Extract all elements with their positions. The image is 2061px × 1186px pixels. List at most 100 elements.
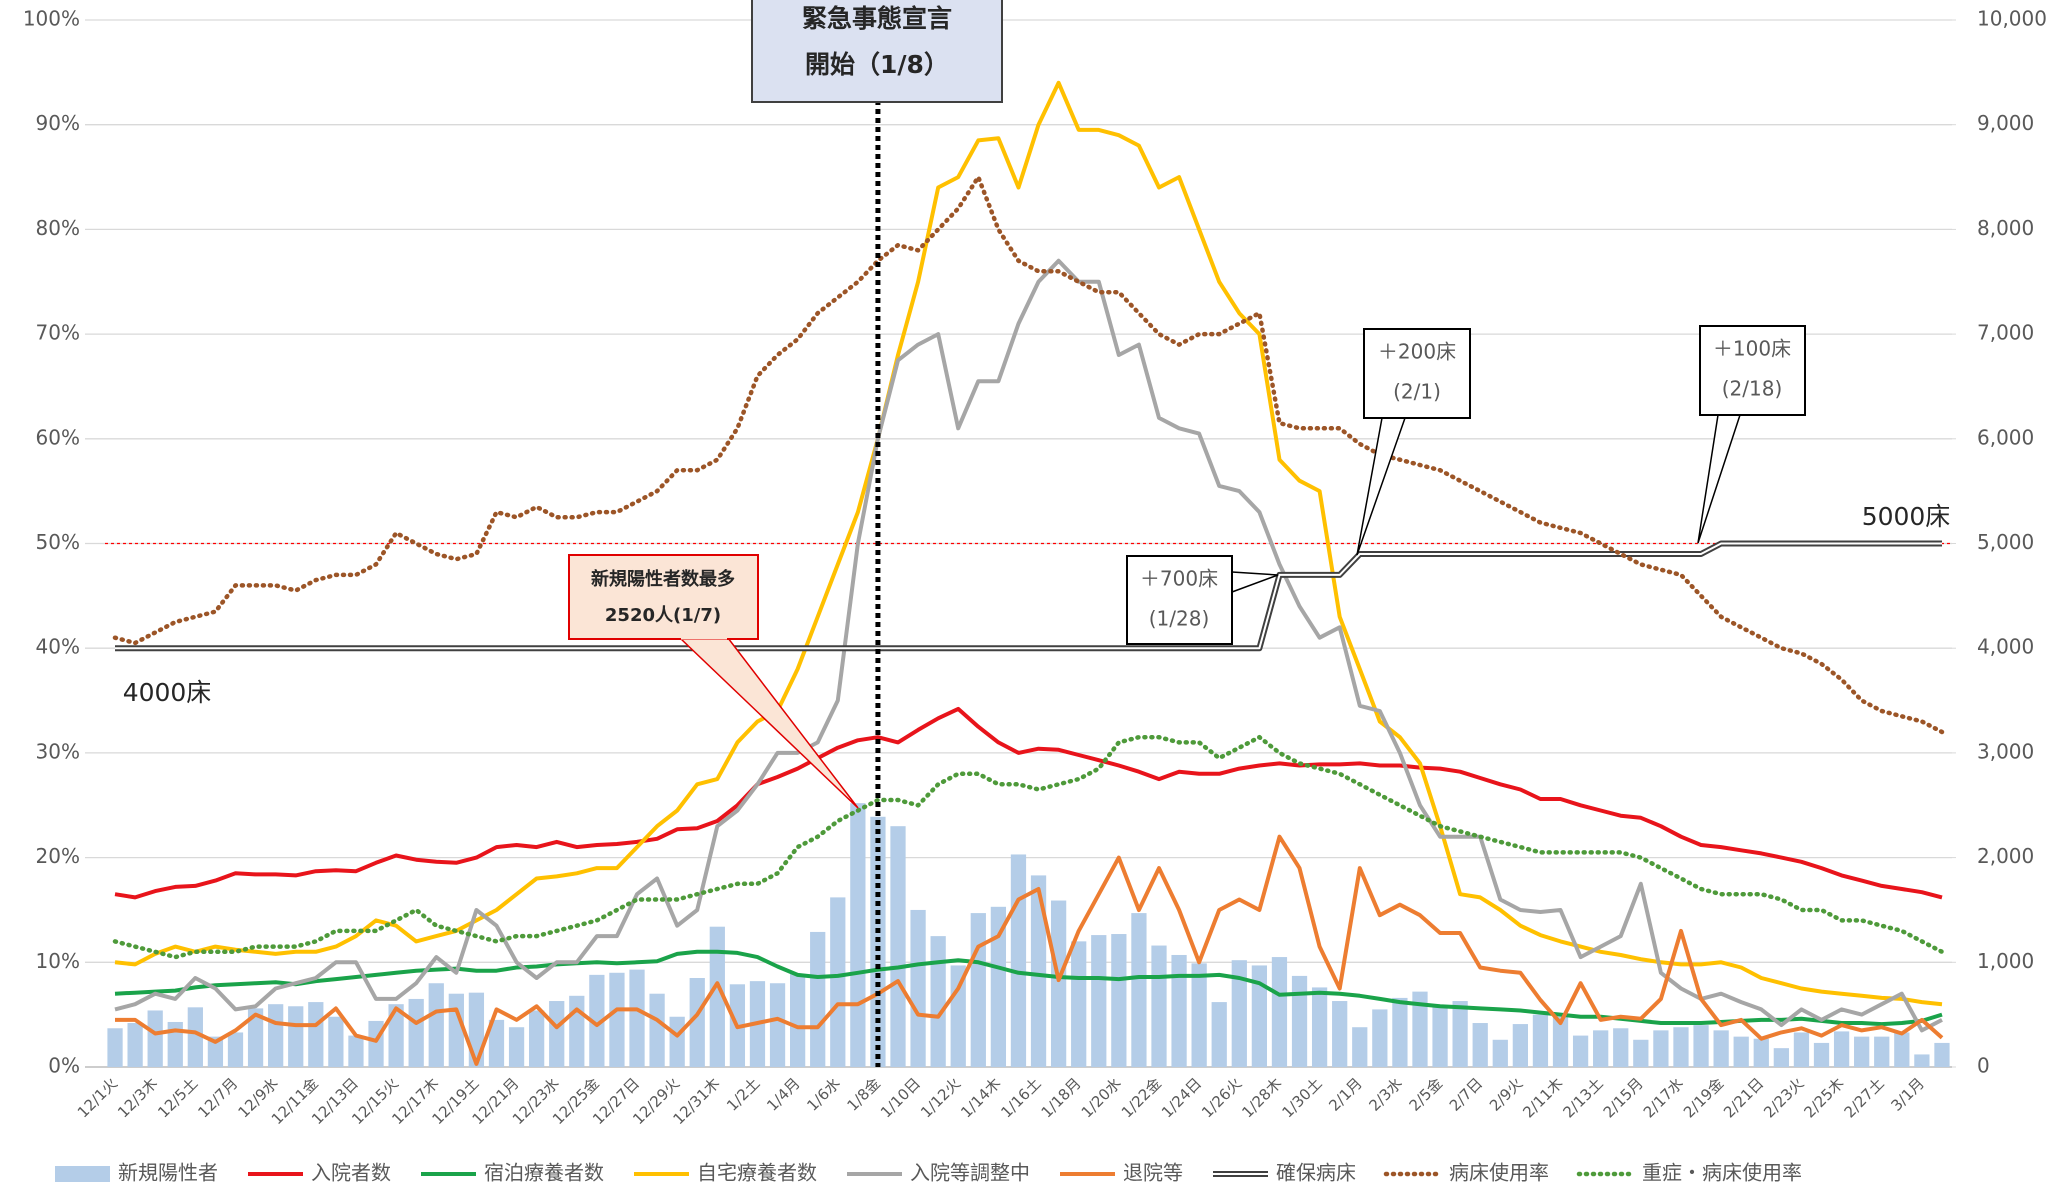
legend-label: 新規陽性者 xyxy=(118,1161,218,1185)
bar xyxy=(1452,1001,1468,1067)
bar xyxy=(328,1016,344,1067)
series-line xyxy=(114,949,1943,1027)
annotation-text: 新規陽性者数最多 xyxy=(591,568,735,590)
bar xyxy=(1673,1027,1689,1067)
bar xyxy=(1613,1028,1629,1067)
annotation-text: (2/1) xyxy=(1393,380,1441,404)
series-line xyxy=(114,80,1943,1007)
annotation-text: ＋200床 xyxy=(1378,340,1456,364)
bar xyxy=(1572,1035,1589,1067)
bar xyxy=(1151,945,1167,1067)
bar xyxy=(1231,960,1247,1067)
x-tick-label: 2/11木 xyxy=(1519,1074,1566,1121)
x-tick-label: 2/7日 xyxy=(1446,1074,1486,1114)
legend-item: 宿泊療養者数 xyxy=(421,1161,604,1185)
y-tick-label: 20% xyxy=(36,844,80,868)
bar xyxy=(147,1010,163,1067)
x-tick-label: 12/1火 xyxy=(74,1074,121,1121)
bar xyxy=(1653,1030,1669,1067)
bar xyxy=(1010,854,1027,1067)
x-tick-label: 1/30土 xyxy=(1278,1074,1325,1121)
bar xyxy=(1733,1036,1749,1067)
y2-tick-label: 1,000 xyxy=(1977,949,2034,973)
bar xyxy=(970,913,986,1067)
bar xyxy=(1693,1025,1709,1067)
x-tick-label: 1/18月 xyxy=(1038,1074,1085,1121)
bar xyxy=(167,1021,183,1067)
bar xyxy=(1793,1032,1810,1067)
y2-tick-label: 5,000 xyxy=(1977,530,2034,554)
annotation-text: 2520人(1/7) xyxy=(605,605,721,626)
bar xyxy=(589,974,605,1067)
bar xyxy=(348,1035,364,1067)
bar xyxy=(1472,1023,1488,1067)
legend-label: 入院者数 xyxy=(311,1161,391,1185)
y2-tick-label: 9,000 xyxy=(1977,111,2034,135)
annotation-box xyxy=(1126,555,1233,645)
series-line xyxy=(112,174,1945,735)
legend-label: 宿泊療養者数 xyxy=(484,1161,604,1185)
bar xyxy=(1332,1001,1348,1067)
bar xyxy=(1171,954,1187,1067)
series-line xyxy=(114,258,1943,1033)
series-line xyxy=(114,706,1943,900)
bar xyxy=(288,1006,304,1067)
x-tick-label: 12/3木 xyxy=(114,1074,161,1121)
bar xyxy=(388,1004,404,1067)
series-line xyxy=(112,734,1945,960)
y2-tick-label: 6,000 xyxy=(1977,425,2034,449)
bar xyxy=(408,998,424,1067)
annotation-text: (2/18) xyxy=(1722,377,1783,401)
bar xyxy=(1512,1024,1528,1067)
bar xyxy=(890,826,906,1067)
x-tick-label: 1/22金 xyxy=(1118,1074,1165,1121)
bar xyxy=(910,909,926,1067)
y2-tick-label: 4,000 xyxy=(1977,635,2034,659)
annotation-text: (1/28) xyxy=(1149,607,1210,631)
bar xyxy=(368,1020,384,1067)
x-tick-label: 1/26火 xyxy=(1198,1074,1245,1121)
bar xyxy=(1111,934,1127,1067)
x-tick-label: 2/5金 xyxy=(1406,1074,1446,1114)
bar xyxy=(609,972,625,1067)
y-tick-label: 60% xyxy=(36,425,80,449)
x-tick-label: 3/1月 xyxy=(1887,1074,1927,1114)
bar xyxy=(1191,963,1207,1067)
bar xyxy=(227,1032,244,1067)
bar xyxy=(1914,1054,1930,1067)
bar xyxy=(428,983,444,1067)
x-tick-label: 2/27土 xyxy=(1841,1074,1888,1121)
bar xyxy=(207,1036,224,1067)
bar xyxy=(1311,987,1328,1067)
x-tick-label: 1/2土 xyxy=(723,1074,763,1114)
bar xyxy=(308,1002,324,1067)
annotation-box xyxy=(1363,328,1471,419)
y-tick-label: 90% xyxy=(36,111,80,135)
bar xyxy=(468,992,485,1067)
y-tick-label: 10% xyxy=(36,949,80,973)
annotation-text: 開始（1/8） xyxy=(805,50,949,79)
bar xyxy=(1593,1030,1609,1067)
bar xyxy=(1412,991,1428,1067)
series-line-inner xyxy=(115,542,1942,650)
legend-label: 確保病床 xyxy=(1276,1161,1356,1185)
bar xyxy=(1854,1036,1870,1067)
x-tick-label: 2/3水 xyxy=(1366,1074,1406,1114)
y-tick-label: 70% xyxy=(36,321,80,345)
bar xyxy=(810,931,826,1067)
bar xyxy=(488,1019,505,1067)
y2-tick-label: 8,000 xyxy=(1977,216,2034,240)
x-tick-label: 2/17水 xyxy=(1640,1074,1687,1121)
callout-pointer xyxy=(1697,414,1741,544)
legend-item: 入院等調整中 xyxy=(847,1161,1030,1185)
bar xyxy=(649,993,665,1067)
x-tick-label: 1/24日 xyxy=(1158,1074,1205,1121)
bar xyxy=(850,803,866,1067)
x-tick-label: 2/1月 xyxy=(1325,1074,1365,1114)
x-tick-label: 1/4月 xyxy=(763,1074,803,1114)
y2-tick-label: 3,000 xyxy=(1977,739,2034,763)
bar xyxy=(1432,1006,1448,1067)
series-line xyxy=(115,834,1944,1066)
bar xyxy=(930,936,946,1067)
